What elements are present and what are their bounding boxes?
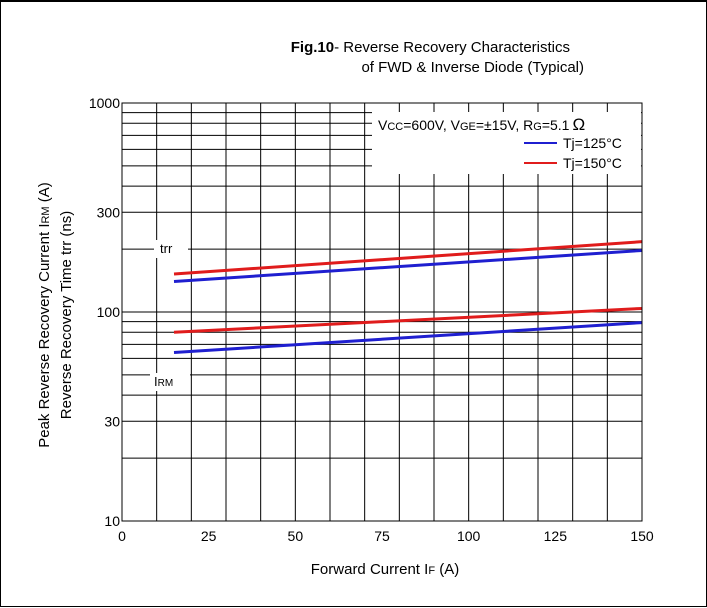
x-tick-label: 150 xyxy=(630,528,654,544)
series-line-trr-150c xyxy=(173,240,643,276)
y-tick-label: 100 xyxy=(97,304,121,320)
series-line-irm-125c xyxy=(173,321,643,355)
chart-title-line1: Fig.10- Reverse Recovery Characteristics xyxy=(291,39,570,56)
legend-background xyxy=(372,112,641,174)
y-axis-label-line1: Peak Reverse Recovery Current IRM (A) xyxy=(36,182,53,448)
x-axis-label: Forward Current IF (A) xyxy=(311,561,459,578)
chart-title-line2: of FWD & Inverse Diode (Typical) xyxy=(361,59,584,76)
y-tick-label: 30 xyxy=(104,413,120,429)
x-tick-label: 50 xyxy=(288,528,304,544)
x-tick-label: 25 xyxy=(201,528,217,544)
chart-title-bold: Fig.10 xyxy=(291,39,334,56)
y-tick-label: 300 xyxy=(97,204,121,220)
tick-labels: 0 25 50 75 100 125 150 10 30 100 300 1000 xyxy=(89,95,654,544)
legend: Tj=125°C Tj=150°C xyxy=(524,135,622,171)
irm-annotation: IRM xyxy=(154,374,173,389)
plot-area-border xyxy=(121,102,643,522)
series-line-trr-125c xyxy=(173,248,643,283)
irm-annotation-bg xyxy=(150,373,190,391)
x-tick-label: 0 xyxy=(118,528,126,544)
figure-top-border xyxy=(0,0,707,2)
y-tick-label: 10 xyxy=(104,513,120,529)
y-tick-label: 1000 xyxy=(89,95,120,111)
x-tick-label: 125 xyxy=(544,528,568,544)
series-line-irm-150c xyxy=(173,306,643,334)
trr-annotation-bg xyxy=(154,240,188,258)
legend-label: Tj=125°C xyxy=(563,135,622,151)
trr-annotation: trr xyxy=(160,241,173,256)
x-tick-label: 100 xyxy=(457,528,481,544)
test-conditions-text: VCC=600V, VGE=±15V, RG=5.1 Ω xyxy=(378,115,585,134)
y-axis-label-line2: Reverse Recovery Time trr (ns) xyxy=(58,211,75,419)
legend-label: Tj=150°C xyxy=(563,155,622,171)
x-tick-label: 75 xyxy=(374,528,390,544)
series-lines xyxy=(173,240,643,355)
chart-title-rest: - Reverse Recovery Characteristics xyxy=(334,39,570,56)
